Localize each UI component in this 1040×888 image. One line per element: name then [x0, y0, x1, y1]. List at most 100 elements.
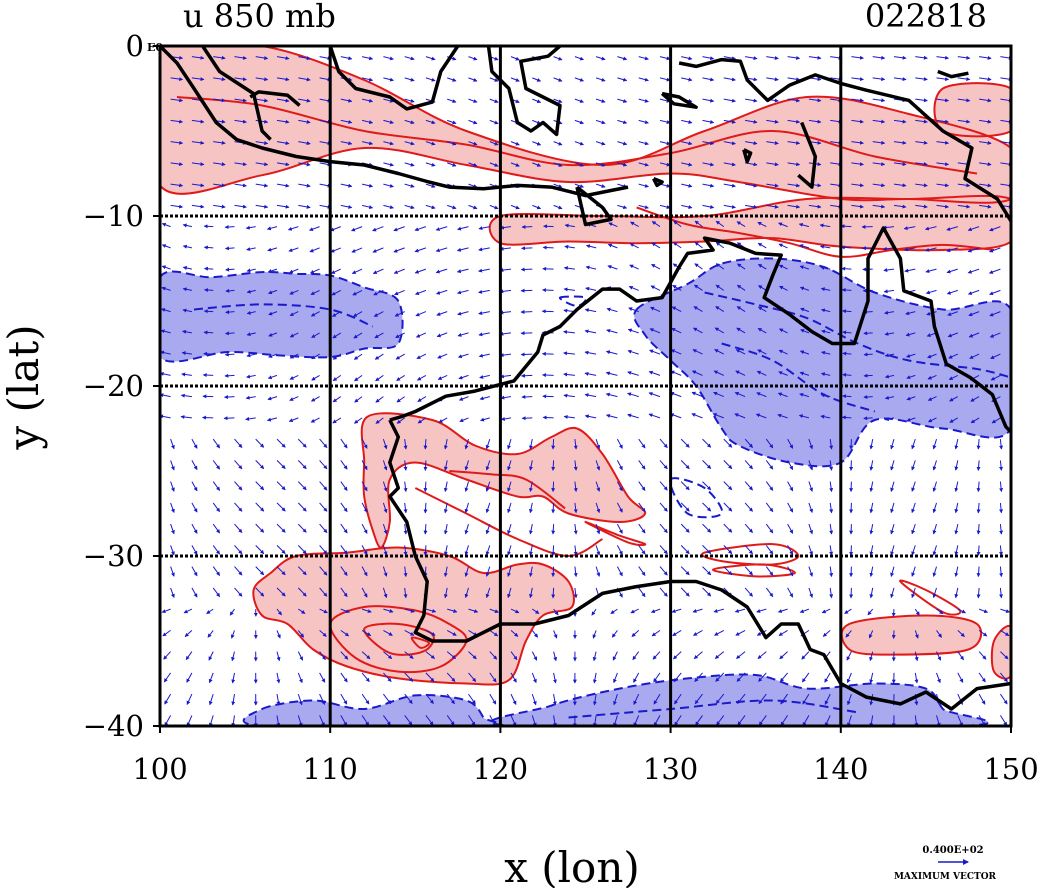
wind-vector-377	[403, 587, 408, 599]
wind-vector-392	[414, 226, 427, 232]
wind-vector-104	[224, 225, 235, 230]
wind-vector-911	[756, 370, 767, 376]
wind-vector-92	[208, 651, 214, 661]
wind-vector-433	[438, 417, 448, 423]
wind-vector-240	[310, 396, 320, 402]
wind-vector-333	[374, 332, 384, 339]
wind-vector-1122	[915, 98, 928, 103]
wind-vector-19	[170, 460, 175, 471]
wind-vector-1171	[932, 460, 937, 471]
wind-vector-107	[225, 288, 235, 293]
wind-vector-686	[605, 350, 618, 355]
wind-vector-720	[627, 392, 639, 398]
wind-vector-640	[595, 56, 606, 61]
wind-vector-1137	[906, 417, 916, 422]
wind-vector-295	[361, 204, 374, 209]
wind-vector-1107	[890, 460, 895, 471]
wind-vector-1169	[927, 417, 937, 423]
wind-vector-296	[350, 226, 363, 232]
wind-vector-970	[799, 265, 810, 270]
wind-vector-563	[529, 460, 533, 471]
wind-vector-900	[766, 140, 779, 145]
wind-vector-717	[627, 328, 639, 334]
wind-vector-344	[382, 566, 388, 577]
wind-vector-48	[180, 393, 192, 398]
wind-vector-118	[234, 523, 243, 534]
wind-vector-889	[744, 587, 753, 597]
wind-vector-972	[800, 307, 810, 313]
wind-vector-183	[276, 545, 286, 554]
wind-vector-834	[723, 98, 736, 103]
wind-vector-287	[340, 715, 348, 726]
wind-vector-50	[191, 438, 198, 449]
wind-vector-429	[436, 332, 448, 338]
wind-vector-781	[671, 327, 682, 334]
wind-vector-561	[521, 416, 533, 421]
wind-vector-969	[799, 244, 810, 249]
wind-vector-446	[446, 693, 455, 705]
wind-vector-929	[787, 77, 801, 82]
wind-vector-880	[734, 391, 746, 398]
wind-vector-782	[670, 349, 682, 355]
wind-vector-1034	[841, 266, 852, 271]
wind-vector-281	[340, 587, 348, 598]
wind-vector-181	[276, 502, 286, 512]
wind-vector-245	[319, 502, 328, 512]
wind-vector-624	[563, 393, 575, 398]
wind-vector-575	[531, 715, 537, 726]
wind-vector-977	[798, 414, 810, 419]
wind-vector-558	[520, 352, 533, 357]
wind-vector-1030	[851, 183, 864, 188]
wind-vector-722	[638, 438, 646, 449]
wind-vector-587	[541, 288, 554, 293]
wind-vector-1012	[829, 481, 834, 493]
wind-vector-179	[276, 460, 286, 469]
wind-vector-818	[702, 438, 712, 448]
wind-vector-234	[309, 268, 320, 274]
wind-vector-1213	[957, 672, 964, 683]
wind-vector-375	[403, 545, 408, 556]
wind-vector-328	[372, 226, 384, 232]
wind-vector-884	[744, 481, 753, 491]
wind-vector-485	[489, 162, 499, 167]
wind-vector-102	[234, 183, 247, 188]
wind-vector-232	[308, 226, 320, 232]
wind-vector-695	[616, 545, 623, 556]
positive-contour-4	[410, 636, 431, 649]
wind-vector-1031	[851, 204, 864, 209]
wind-vector-54	[191, 523, 198, 534]
wind-vector-715	[628, 285, 639, 291]
wind-vector-427	[435, 289, 448, 295]
wind-vector-505	[485, 587, 491, 599]
wind-vector-529	[500, 416, 512, 421]
wind-vector-768	[681, 56, 693, 61]
wind-vector-424	[435, 226, 448, 231]
wind-vector-752	[648, 392, 661, 398]
wind-vector-414	[425, 693, 434, 705]
wind-vector-214	[297, 523, 307, 533]
wind-vector-766	[653, 693, 661, 705]
wind-vector-484	[489, 141, 499, 146]
wind-vector-1101	[884, 331, 895, 336]
wind-vector-1057	[872, 77, 886, 82]
wind-vector-278	[340, 523, 348, 534]
wind-vector-1206	[954, 523, 959, 535]
wind-vector-129	[255, 77, 269, 82]
wind-vector-730	[630, 608, 639, 614]
wind-vector-498	[485, 438, 491, 450]
wind-vector-176	[267, 396, 278, 401]
wind-vector-192	[298, 56, 311, 61]
wind-vector-664	[595, 566, 601, 577]
wind-vector-148	[255, 481, 265, 491]
wind-vector-1156	[936, 140, 950, 145]
wind-vector-470	[464, 523, 469, 535]
wind-vector-727	[638, 545, 646, 555]
wind-vector-299	[352, 289, 363, 296]
wind-vector-186	[276, 608, 282, 616]
wind-vector-265	[330, 247, 341, 253]
wind-vector-251	[319, 630, 327, 637]
wind-vector-461	[457, 332, 469, 337]
wind-vector-63	[186, 715, 193, 726]
wind-vector-218	[298, 608, 306, 614]
wind-vector-991	[802, 715, 810, 726]
